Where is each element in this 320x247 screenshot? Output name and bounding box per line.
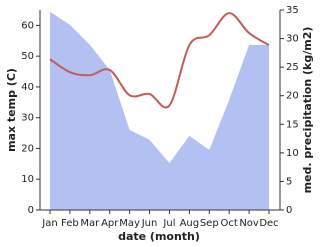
x-tick-label: Jul bbox=[162, 218, 175, 229]
x-tick-label: Feb bbox=[61, 218, 79, 229]
y-tick-label: 20 bbox=[21, 143, 34, 154]
x-tick-label: Sep bbox=[200, 218, 219, 229]
y-tick-label: 0 bbox=[28, 205, 34, 216]
y2-tick-label: 0 bbox=[286, 205, 292, 216]
y2-axis-label: med. precipitation (kg/m2) bbox=[301, 27, 314, 194]
y-tick-label: 60 bbox=[21, 20, 34, 31]
x-tick-label: Jan bbox=[41, 218, 57, 229]
precipitation-area bbox=[50, 11, 269, 211]
temperature-line bbox=[49, 12, 270, 109]
y2-tick-label: 15 bbox=[286, 119, 299, 130]
x-tick-label: Mar bbox=[80, 218, 100, 229]
x-tick-label: May bbox=[119, 218, 140, 229]
y-tick-label: 50 bbox=[21, 51, 34, 62]
y-tick-label: 10 bbox=[21, 174, 34, 185]
y2-tick-label: 25 bbox=[286, 62, 299, 73]
x-tick-label: Oct bbox=[221, 218, 238, 229]
x-tick-label: Dec bbox=[259, 218, 278, 229]
y2-tick-label: 35 bbox=[286, 5, 299, 16]
x-tick-label: Jun bbox=[141, 218, 158, 229]
y-axis-label: max temp (C) bbox=[5, 68, 18, 152]
x-tick-label: Aug bbox=[180, 218, 200, 229]
x-tick-label: Apr bbox=[101, 218, 119, 229]
y2-tick-label: 20 bbox=[286, 91, 299, 102]
y2-tick-label: 5 bbox=[286, 176, 292, 187]
y2-tick-label: 30 bbox=[286, 34, 299, 45]
y-tick-label: 30 bbox=[21, 113, 34, 124]
x-axis-label: date (month) bbox=[118, 230, 200, 243]
y2-tick-label: 10 bbox=[286, 148, 299, 159]
y-tick-label: 40 bbox=[21, 82, 34, 93]
x-tick-label: Nov bbox=[239, 218, 259, 229]
